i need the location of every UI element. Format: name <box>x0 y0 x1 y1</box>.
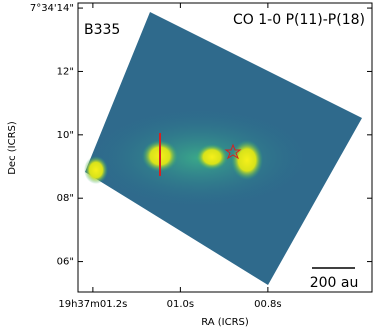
y-tick-label: 12" <box>57 66 74 77</box>
plot-frame <box>77 2 373 293</box>
source-marker <box>224 143 242 160</box>
y-tick-label: 7°34'14" <box>30 3 74 14</box>
emission <box>196 144 228 170</box>
y-axis-label: Dec (ICRS) <box>7 121 18 175</box>
image <box>84 12 362 285</box>
y-tick-label: 08" <box>57 193 74 204</box>
y-tick-label: 06" <box>57 257 74 268</box>
x-tick-label: 19h37m01.2s <box>58 299 127 310</box>
x-tick-label: 00.8s <box>254 299 281 310</box>
source-label: B335 <box>84 22 120 38</box>
chart-title: CO 1-0 P(11)-P(18) <box>233 12 365 28</box>
y-tick-label: 10" <box>57 130 74 141</box>
x-tick-label: 01.0s <box>167 299 194 310</box>
x-axis-label: RA (ICRS) <box>201 317 249 328</box>
emission <box>84 156 108 184</box>
emission <box>231 140 263 180</box>
scale-label: 200 au <box>310 275 359 291</box>
